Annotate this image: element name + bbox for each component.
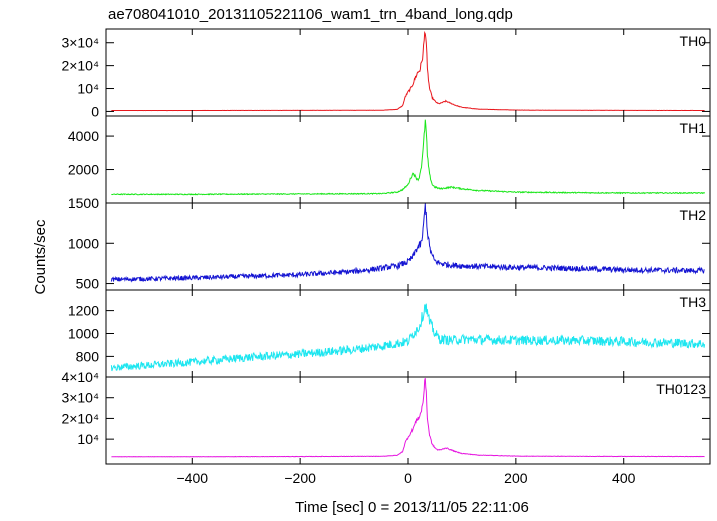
light-curve-th0	[111, 30, 705, 112]
y-tick-label: 2×10⁴	[61, 58, 99, 74]
y-tick-label: 3×10⁴	[61, 35, 99, 51]
panel-frame	[105, 376, 711, 465]
panel-th0123: 10⁴ 2×10⁴ 3×10⁴ 4×10⁴ TH0123	[61, 369, 711, 465]
panel-frame	[105, 28, 711, 117]
panel-th3: 800 1000 1200 TH3	[68, 289, 711, 378]
light-curve-th2	[110, 203, 705, 283]
x-axis: −400 −200 0 200 400	[177, 470, 636, 486]
y-tick-label: 0	[91, 103, 99, 119]
panel-label: TH2	[680, 207, 707, 223]
y-tick-label: 500	[76, 276, 100, 292]
y-axis-label: Counts/sec	[32, 219, 49, 295]
panel-label: TH1	[680, 120, 707, 136]
y-tick-label: 3×10⁴	[61, 390, 99, 406]
y-tick-label: 4000	[68, 128, 99, 144]
x-tick-label: 200	[504, 470, 528, 486]
panels-layer: 0 10⁴ 2×10⁴ 3×10⁴ TH0 2000 4000 TH1 500 1000 1500 T…	[61, 28, 711, 465]
light-curve-th3	[110, 303, 706, 372]
y-tick-label: 2000	[68, 162, 99, 178]
panel-th0: 0 10⁴ 2×10⁴ 3×10⁴ TH0	[61, 28, 711, 119]
panel-th2: 500 1000 1500 TH2	[68, 195, 711, 292]
y-tick-label: 1200	[68, 303, 99, 319]
panel-label: TH3	[680, 294, 707, 310]
y-tick-label: 1500	[68, 195, 99, 211]
x-tick-label: −400	[177, 470, 209, 486]
x-tick-label: 0	[404, 470, 412, 486]
y-tick-label: 4×10⁴	[61, 369, 99, 385]
x-tick-label: −200	[284, 470, 316, 486]
panel-label: TH0	[680, 33, 707, 49]
y-tick-label: 2×10⁴	[61, 410, 99, 426]
y-tick-label: 800	[76, 348, 100, 364]
y-tick-label: 1000	[68, 235, 99, 251]
panel-label: TH0123	[656, 381, 706, 397]
y-tick-label: 10⁴	[77, 81, 99, 97]
light-curve-th0123	[111, 377, 705, 458]
x-axis-label: Time [sec] 0 = 2013/11/05 22:11:06	[295, 499, 529, 516]
x-tick-label: 400	[612, 470, 636, 486]
y-tick-label: 1000	[68, 326, 99, 342]
chart-title: ae708041010_20131105221106_wam1_trn_4ban…	[108, 6, 513, 23]
y-tick-label: 10⁴	[77, 431, 99, 447]
light-curve-th1	[111, 119, 706, 196]
panel-th1: 2000 4000 TH1	[68, 115, 711, 204]
panel-frame	[105, 115, 711, 204]
